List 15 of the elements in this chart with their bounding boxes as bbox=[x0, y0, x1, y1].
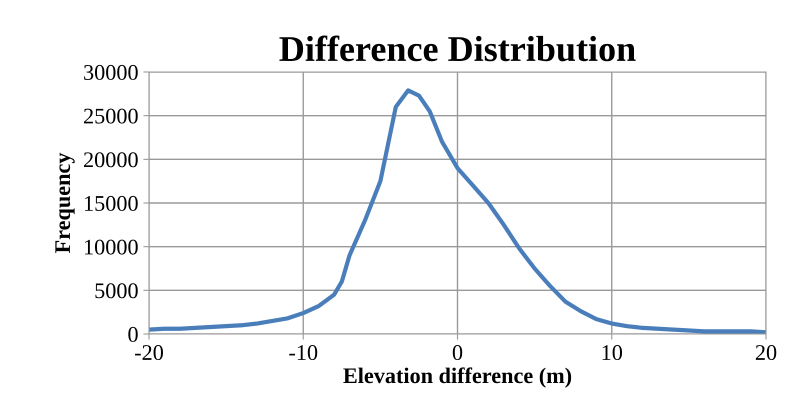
y-tick-label: 0 bbox=[128, 326, 138, 342]
y-axis-title: Frequency bbox=[55, 152, 75, 254]
x-tick-label: 20 bbox=[756, 345, 776, 360]
x-tick-label: 0 bbox=[452, 345, 462, 360]
y-tick-label: 25000 bbox=[84, 108, 138, 124]
y-tick-label: 10000 bbox=[84, 240, 138, 255]
x-tick-label: 10 bbox=[602, 345, 622, 360]
x-tick-label: -20 bbox=[135, 345, 163, 360]
y-tick-label: 5000 bbox=[95, 283, 138, 298]
y-tick-label: 15000 bbox=[84, 196, 138, 211]
chart-title: Difference Distribution bbox=[279, 35, 636, 62]
y-tick-label: 30000 bbox=[84, 64, 138, 80]
x-axis-title: Elevation difference (m) bbox=[343, 367, 572, 388]
x-tick-label: -10 bbox=[289, 345, 318, 360]
y-tick-label: 20000 bbox=[84, 152, 138, 168]
